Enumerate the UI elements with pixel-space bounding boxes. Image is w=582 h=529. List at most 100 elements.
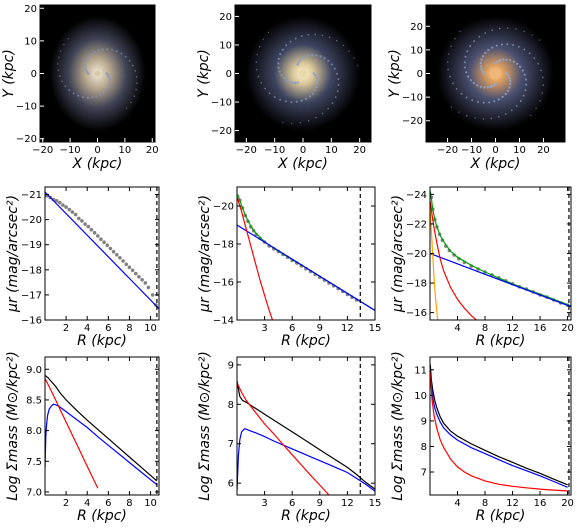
x-axis-label: R (kpc)	[77, 508, 127, 524]
spiral-arm-knot	[446, 61, 449, 63]
spiral-arm-knot	[478, 35, 481, 38]
x-tick-label: 15	[369, 498, 382, 509]
spiral-arm-knot	[280, 73, 283, 77]
spiral-arm-knot	[480, 67, 483, 71]
spiral-arm-knot	[84, 60, 88, 64]
spiral-arm-knot	[506, 27, 509, 29]
plot-area	[45, 187, 159, 320]
x-tick-label: −20	[32, 145, 53, 156]
spiral-arm-knot	[104, 89, 108, 92]
data-point	[127, 265, 132, 270]
y-tick-label: 20	[219, 12, 232, 23]
x-tick-label: 10	[325, 145, 338, 156]
spiral-arm-knot	[86, 96, 89, 99]
spiral-arm-knot	[294, 37, 297, 40]
y-tick-label: 10	[219, 40, 232, 51]
spiral-arm-knot	[450, 45, 452, 47]
spiral-arm-knot	[539, 100, 541, 102]
spiral-arm-knot	[115, 50, 118, 53]
spiral-arm-knot	[108, 78, 111, 81]
x-tick-label: 10	[119, 145, 132, 156]
spiral-arm-knot	[285, 44, 288, 47]
y-tick-label: −20	[211, 126, 232, 137]
spiral-arm-knot	[497, 98, 500, 101]
axes-frame	[236, 356, 376, 496]
series-line	[45, 378, 99, 489]
spiral-arm-knot	[315, 76, 318, 80]
spiral-arm-knot	[537, 62, 539, 65]
spiral-arm-knot	[134, 70, 137, 72]
spiral-arm-knot	[107, 83, 111, 87]
data-point	[111, 249, 116, 254]
x-tick-label: 9	[317, 323, 323, 334]
spiral-arm-knot	[316, 82, 319, 86]
spiral-arm-knot	[481, 70, 484, 73]
spiral-arm-knot	[525, 83, 528, 86]
y-tick-label: 8.5	[26, 395, 42, 406]
spiral-arm-knot	[293, 81, 297, 85]
spiral-arm-knot	[495, 44, 498, 47]
y-axis-label: Y (kpc)	[1, 49, 17, 98]
x-tick-label: 20	[353, 145, 366, 156]
spiral-arm-knot	[268, 92, 271, 95]
spiral-arm-knot	[305, 97, 308, 100]
spiral-arm-knot	[87, 55, 91, 58]
y-tick-label: 7	[228, 439, 234, 450]
spiral-arm-knot	[314, 33, 317, 36]
spiral-arm-knot	[57, 69, 60, 72]
spiral-arm-knot	[85, 70, 89, 74]
spiral-arm-knot	[504, 92, 507, 96]
y-tick-label: 0	[31, 69, 37, 80]
spiral-arm-knot	[108, 80, 111, 84]
spiral-arm-knot	[476, 84, 479, 87]
spiral-arm-knot	[508, 76, 511, 80]
spiral-arm-knot	[508, 79, 512, 83]
x-tick-label: −10	[60, 145, 81, 156]
spiral-arm-knot	[528, 52, 531, 55]
spiral-arm-knot	[541, 76, 544, 79]
spiral-arm-knot	[482, 101, 485, 104]
spiral-arm-knot	[101, 48, 104, 51]
x-tick-label: 2	[63, 498, 69, 509]
spiral-arm-knot	[58, 56, 60, 59]
spiral-arm-knot	[316, 79, 319, 82]
spiral-arm-knot	[500, 43, 503, 46]
spiral-arm-knot	[465, 71, 468, 74]
spiral-arm-knot	[510, 109, 513, 112]
x-tick-label: 4	[84, 498, 90, 509]
spiral-arm-knot	[490, 117, 493, 120]
spiral-arm-knot	[467, 75, 470, 78]
y-tick-label: −14	[213, 316, 234, 327]
spiral-arm-knot	[337, 84, 340, 86]
chart-panel-6: 4 8 12 16 20 7 8 9 10 11 R (kpc) Log Σmass (M⊙/kpc²…	[390, 351, 574, 524]
spiral-arm-knot	[336, 72, 338, 75]
spiral-arm-knot	[300, 99, 303, 102]
series-line	[430, 374, 568, 488]
data-point	[143, 281, 148, 285]
y-tick-label: −20	[21, 215, 42, 226]
spiral-arm-knot	[483, 72, 486, 75]
spiral-arm-knot	[135, 75, 138, 78]
spiral-arm-knot	[256, 53, 258, 56]
spiral-arm-knot	[133, 95, 136, 97]
y-tick-label: 8	[421, 442, 427, 453]
y-tick-label: −20	[213, 202, 234, 213]
y-tick-label: −21	[21, 190, 42, 201]
spiral-arm-knot	[541, 92, 544, 94]
series-line	[45, 374, 158, 482]
spiral-arm-knot	[479, 64, 483, 68]
spiral-arm-knot	[284, 100, 287, 103]
x-tick-label: 6	[289, 323, 295, 334]
plot-area	[45, 357, 158, 495]
spiral-arm-knot	[489, 85, 493, 89]
spiral-arm-knot	[319, 55, 322, 58]
spiral-arm-knot	[301, 56, 304, 60]
axes-frame	[44, 356, 160, 496]
y-tick-label: −20	[406, 249, 427, 260]
x-tick-label: 12	[341, 323, 354, 334]
data-point	[146, 285, 151, 290]
y-tick-label: −19	[21, 240, 42, 251]
spiral-arm-knot	[447, 68, 450, 71]
spiral-arm-knot	[257, 75, 260, 78]
spiral-arm-knot	[521, 69, 524, 72]
